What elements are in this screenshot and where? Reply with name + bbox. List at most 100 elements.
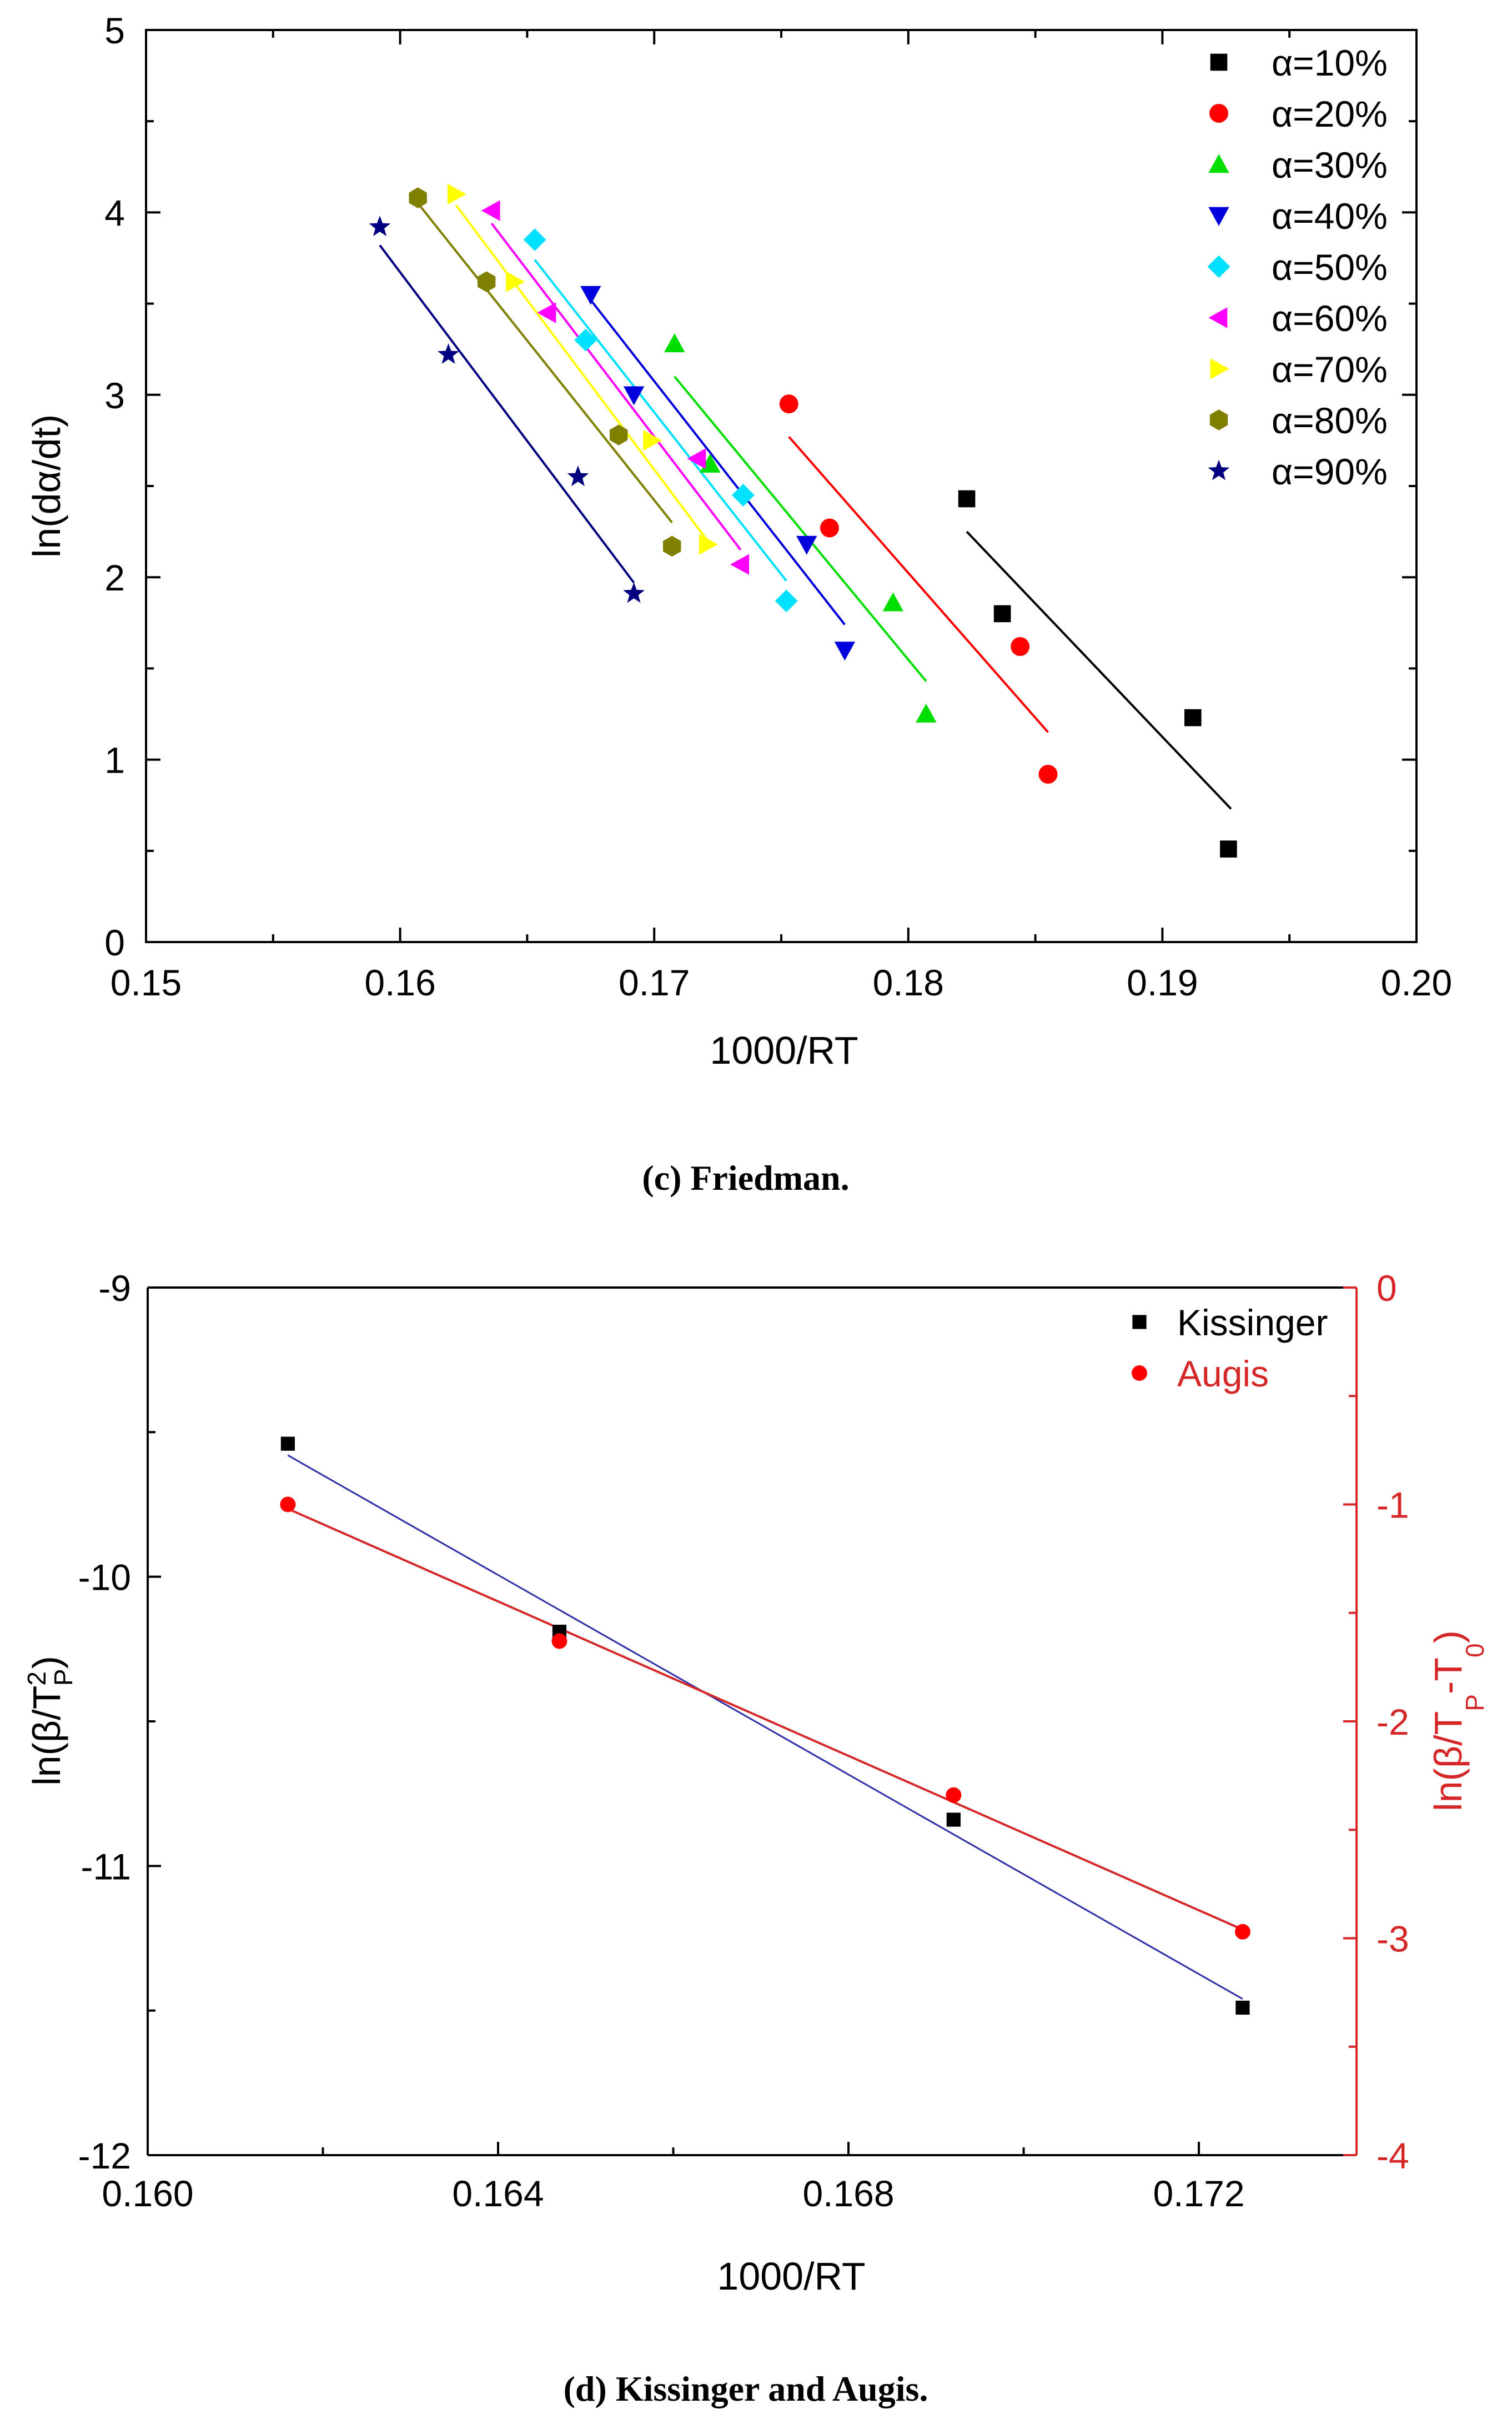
friedman-legend-marker (1208, 459, 1230, 480)
friedman-data-point (882, 592, 904, 612)
kissinger-x-tick-label: 0.168 (802, 2173, 894, 2214)
friedman-fit-line (490, 222, 742, 551)
augis-fit-line (287, 1508, 1243, 1931)
augis-legend-marker (1132, 1365, 1147, 1381)
friedman-x-tick-label: 0.15 (110, 962, 182, 1003)
kissinger-ylabel-main: ln(β/T (25, 1686, 68, 1786)
kissinger-augis-chart: 0.160 0.164 0.168 0.172 -12-11-10-9 -4-3-2-… (22, 1268, 1489, 2408)
friedman-data-point (958, 490, 976, 508)
friedman-legend: α=10% α=20% α=30% α=40% α=50% α=60% α=70% α=80%… (1207, 42, 1388, 492)
kissinger-fit-line (287, 1454, 1243, 2000)
friedman-data-point (567, 465, 589, 487)
friedman-x-tick-label: 0.16 (364, 962, 435, 1003)
augis-data-point (946, 1787, 962, 1803)
augis-y-tick-label: -2 (1377, 1701, 1409, 1742)
friedman-data-point (916, 703, 937, 723)
friedman-data-point (820, 518, 839, 538)
friedman-chart: 0.15 0.16 0.17 0.18 0.19 0.20 0 1 2 3 4 5 α=10% α=2… (25, 10, 1452, 1198)
friedman-fit-line (417, 202, 673, 523)
friedman-caption: (c) Friedman. (642, 1158, 849, 1198)
augis-ylabel-close: ) (1426, 1630, 1470, 1643)
friedman-fit-line (590, 299, 846, 625)
kissinger-y-tick-label: -10 (78, 1557, 131, 1598)
friedman-data-point (664, 333, 685, 353)
friedman-x-tick-label: 0.19 (1127, 962, 1198, 1003)
friedman-fit-lines (379, 202, 1232, 810)
friedman-legend-label: α=30% (1272, 144, 1388, 186)
friedman-data-point (477, 271, 496, 292)
friedman-fit-line (788, 436, 1049, 733)
friedman-data-point (663, 535, 681, 557)
friedman-data-point (537, 302, 556, 323)
friedman-y-tick-label: 3 (104, 375, 125, 416)
friedman-legend-label: α=80% (1272, 400, 1388, 441)
friedman-data-point (993, 605, 1011, 623)
friedman-data-point (731, 484, 755, 507)
kissinger-x-axis-title: 1000/RT (717, 2255, 865, 2298)
friedman-x-tick-label: 0.18 (873, 962, 944, 1003)
augis-data-point (1234, 1924, 1250, 1940)
friedman-data-point (506, 271, 525, 292)
friedman-x-axis-title: 1000/RT (710, 1029, 858, 1072)
friedman-data-point (438, 343, 459, 364)
friedman-x-tick-label: 0.20 (1381, 962, 1452, 1003)
kissinger-ylabel-sub: P (49, 1669, 78, 1686)
friedman-legend-marker (1207, 255, 1230, 278)
friedman-x-ticks: 0.15 0.16 0.17 0.18 0.19 0.20 (110, 30, 1452, 1003)
friedman-legend-marker (1209, 104, 1228, 123)
friedman-data-point (687, 448, 706, 469)
kissinger-left-y-axis-title: ln(β/T2P) (22, 1656, 78, 1786)
friedman-data-point (481, 200, 500, 221)
friedman-legend-label: α=60% (1272, 298, 1388, 339)
friedman-y-tick-label: 0 (104, 922, 125, 963)
kissinger-data-point (280, 1436, 295, 1451)
friedman-plot-frame (145, 29, 1418, 943)
friedman-data-point (623, 582, 645, 603)
kissinger-augis-caption: (d) Kissinger and Augis. (564, 2369, 928, 2408)
friedman-legend-label: α=40% (1272, 196, 1388, 237)
augis-ylabel-sub1: P (1460, 1694, 1489, 1711)
friedman-fit-line (455, 204, 709, 542)
friedman-data-point (1184, 709, 1202, 727)
kissinger-left-y-ticks: -12 -11 -10 -9 (78, 1268, 161, 2176)
augis-y-tick-label: -4 (1377, 2135, 1409, 2176)
augis-legend-label: Augis (1177, 1353, 1269, 1394)
friedman-y-axis-title: ln(dα/dt) (25, 414, 68, 558)
friedman-legend-marker (1208, 154, 1229, 173)
friedman-data-point (834, 642, 856, 661)
friedman-y-tick-label: 2 (104, 557, 125, 598)
friedman-data-point (574, 328, 597, 352)
friedman-fit-line (966, 530, 1232, 810)
friedman-legend-marker (1210, 358, 1229, 379)
augis-right-y-ticks: -4 -3 -2 -1 0 (1343, 1268, 1409, 2176)
friedman-data-point (609, 424, 628, 445)
kissinger-augis-data-points (280, 1436, 1250, 2015)
friedman-y-tick-label: 1 (104, 740, 125, 781)
friedman-data-point (779, 394, 798, 414)
kissinger-augis-fit-lines (287, 1454, 1243, 2000)
augis-ylabel-main: ln(β/T (1426, 1711, 1470, 1811)
kissinger-y-tick-label: -11 (81, 1846, 132, 1887)
kissinger-x-tick-label: 0.164 (452, 2173, 544, 2214)
friedman-y-ticks: 0 1 2 3 4 5 (104, 10, 1416, 963)
friedman-data-point (730, 554, 750, 575)
friedman-data-point (447, 183, 466, 205)
friedman-fit-line (534, 259, 787, 582)
friedman-y-tick-label: 5 (104, 10, 125, 51)
augis-y-tick-label: -3 (1377, 1919, 1409, 1960)
friedman-legend-marker (1210, 53, 1228, 71)
kissinger-x-ticks: 0.160 0.164 0.168 0.172 (102, 2142, 1245, 2214)
augis-y-tick-label: 0 (1377, 1268, 1397, 1309)
friedman-x-tick-label: 0.17 (619, 962, 690, 1003)
kissinger-y-tick-label: -9 (98, 1268, 131, 1309)
friedman-legend-marker (1208, 207, 1229, 226)
friedman-data-points (369, 183, 1237, 858)
friedman-data-point (699, 534, 718, 555)
kissinger-x-tick-label: 0.160 (102, 2173, 193, 2214)
friedman-data-point (1220, 840, 1237, 858)
friedman-data-point (775, 589, 798, 613)
augis-data-point (280, 1496, 296, 1512)
kissinger-data-point (946, 1812, 961, 1827)
kissinger-legend-marker (1132, 1315, 1147, 1329)
